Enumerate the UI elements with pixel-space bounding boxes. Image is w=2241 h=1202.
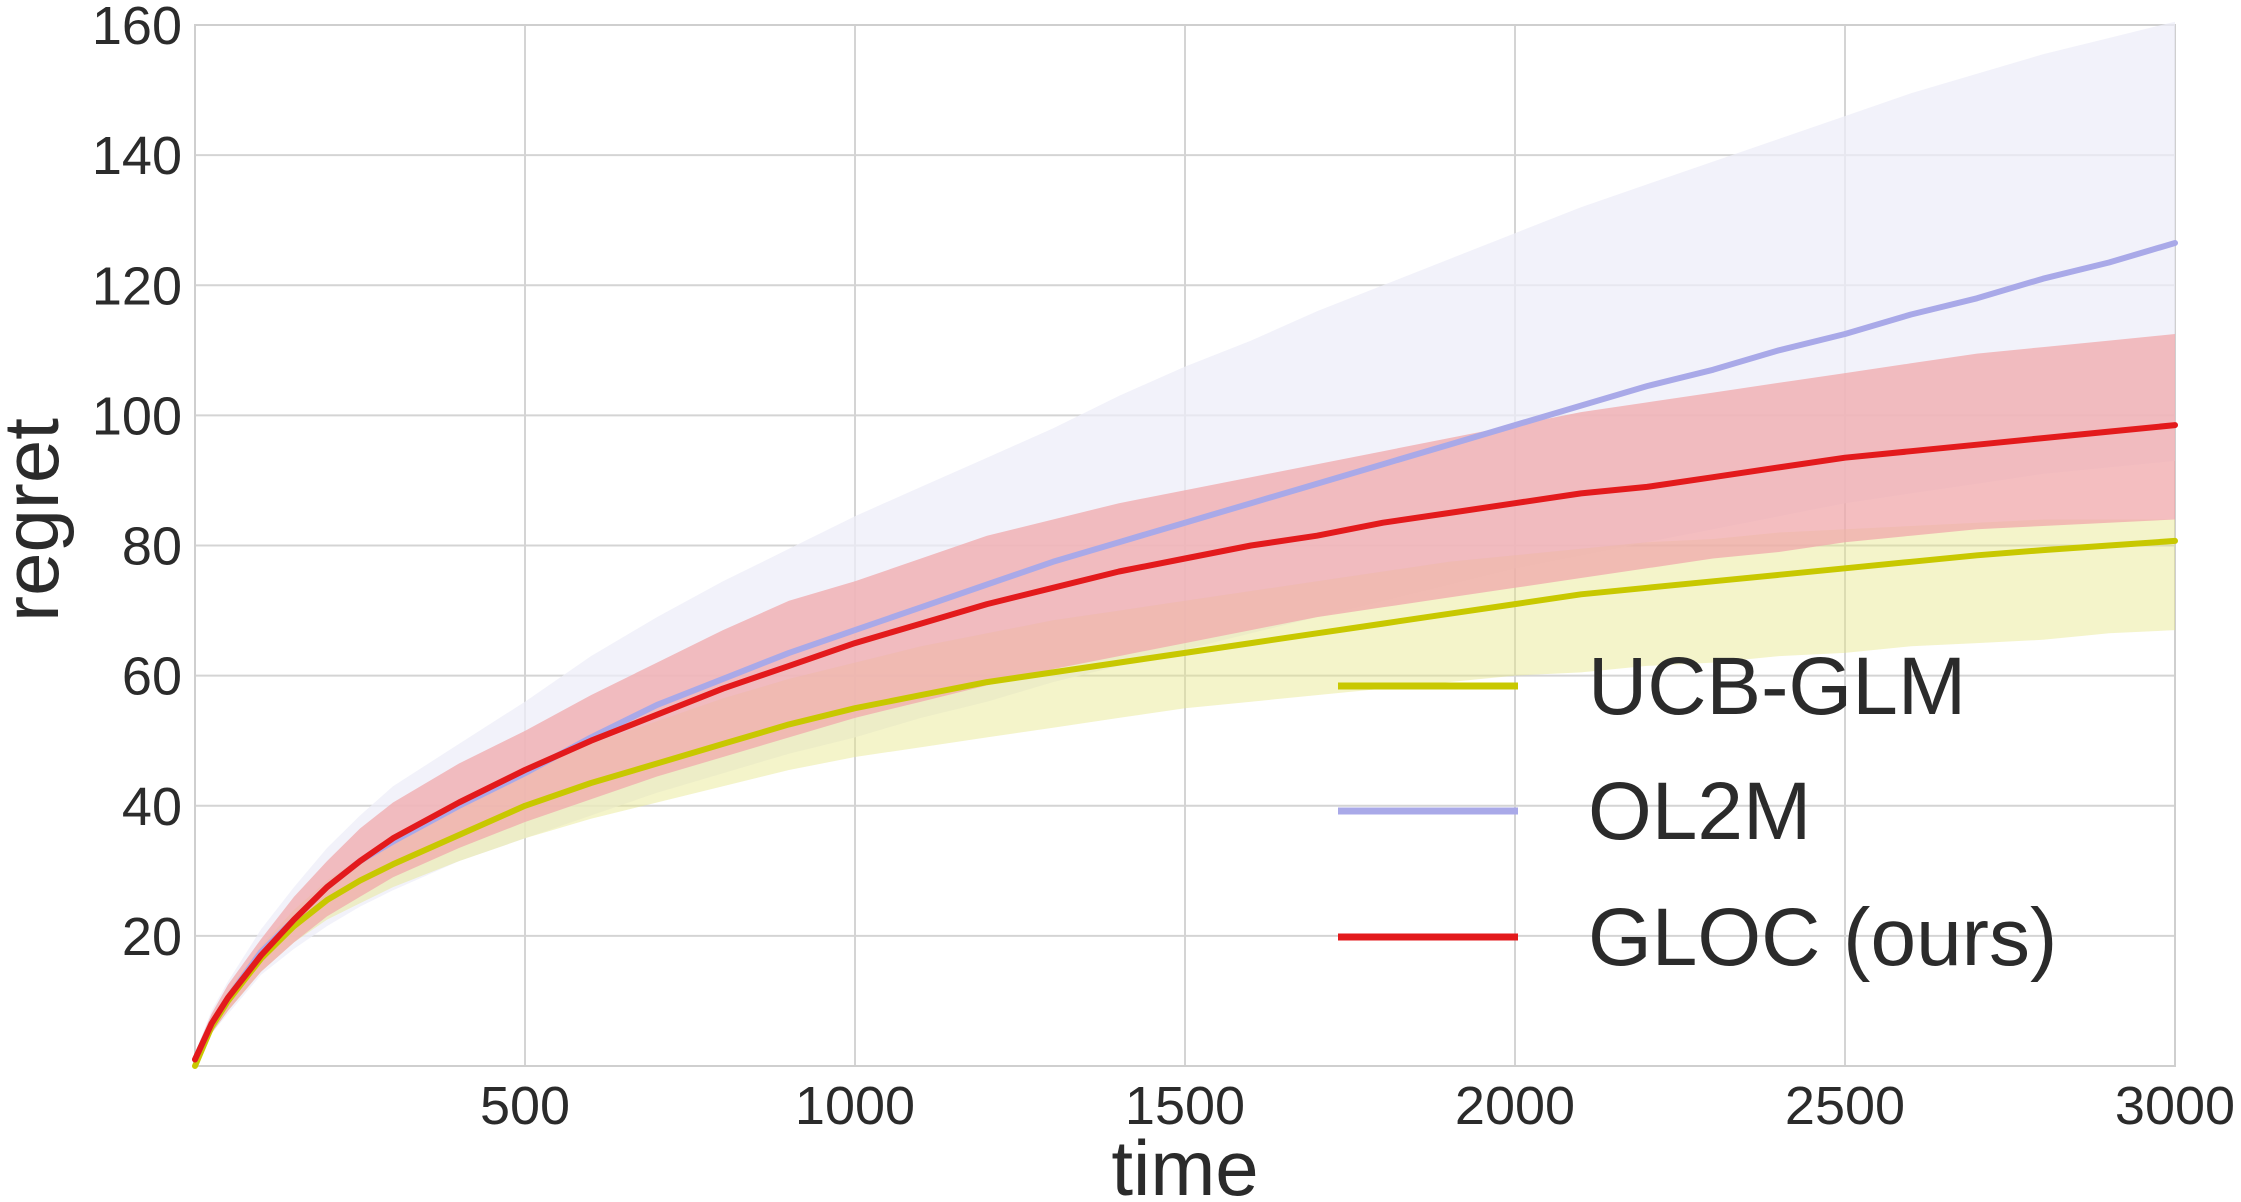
line-ucb-glm xyxy=(192,537,2178,1069)
y-axis-title: regret xyxy=(0,418,75,622)
band-ucb-glm xyxy=(195,519,2175,1066)
legend: UCB-GLM OL2M GLOC (ours) xyxy=(1338,641,2057,983)
y-tick-label-20: 20 xyxy=(122,907,182,967)
x-tick-label-1000: 1000 xyxy=(795,1076,915,1136)
y-tick-label-160: 160 xyxy=(92,0,182,56)
legend-label-ol2m: OL2M xyxy=(1588,766,1811,857)
series-lines xyxy=(192,240,2178,1069)
x-tick-label-2000: 2000 xyxy=(1455,1076,1575,1136)
legend-label-ucb-glm: UCB-GLM xyxy=(1588,641,1966,732)
y-tick-label-60: 60 xyxy=(122,647,182,707)
plot-frame xyxy=(194,24,2176,1067)
y-tick-label-40: 40 xyxy=(122,777,182,837)
x-tick-label-3000: 3000 xyxy=(2115,1076,2235,1136)
tick-labels: 500 1000 1500 2000 2500 3000 20 40 60 80 100 120 140… xyxy=(92,0,2235,1136)
x-axis-title: time xyxy=(1111,1124,1258,1202)
y-tick-label-120: 120 xyxy=(92,256,182,316)
legend-label-gloc: GLOC (ours) xyxy=(1588,892,2057,983)
y-tick-label-80: 80 xyxy=(122,517,182,577)
line-gloc-ours xyxy=(192,422,2178,1063)
band-gloc-ours xyxy=(195,334,2175,1066)
y-tick-label-100: 100 xyxy=(92,386,182,446)
confidence-bands xyxy=(195,21,2175,1067)
x-tick-label-1500: 1500 xyxy=(1125,1076,1245,1136)
x-tick-label-2500: 2500 xyxy=(1785,1076,1905,1136)
x-tick-label-500: 500 xyxy=(480,1076,570,1136)
y-tick-label-140: 140 xyxy=(92,126,182,186)
